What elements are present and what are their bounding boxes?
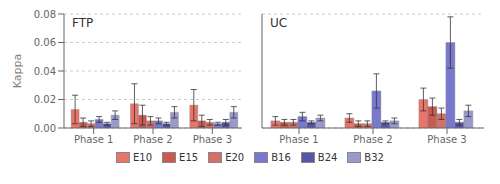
html-text:E15: E15 [179,152,199,163]
svg-text:0.02: 0.02 [34,94,56,105]
svg-text:Phase 2: Phase 2 [353,134,392,145]
svg-text:Phase 2: Phase 2 [133,134,172,145]
html-text:B24: B24 [317,152,338,163]
html-text:UC: UC [270,16,288,30]
svg-text:0.06: 0.06 [34,37,56,48]
html-text:B32: B32 [364,152,384,163]
html-text:B16: B16 [271,152,291,163]
svg-text:0.04: 0.04 [34,66,56,77]
html-text:E20: E20 [225,152,245,163]
svg-text:Phase 3: Phase 3 [427,134,466,145]
html-text:E10: E10 [133,152,153,163]
svg-text:0.08: 0.08 [34,9,56,20]
svg-text:Kappa: Kappa [11,54,24,88]
svg-text:0.00: 0.00 [34,123,56,134]
svg-text:Phase 1: Phase 1 [279,134,318,145]
svg-text:Phase 3: Phase 3 [193,134,232,145]
html-text:FTP: FTP [72,16,94,30]
svg-text:Phase 1: Phase 1 [74,134,113,145]
